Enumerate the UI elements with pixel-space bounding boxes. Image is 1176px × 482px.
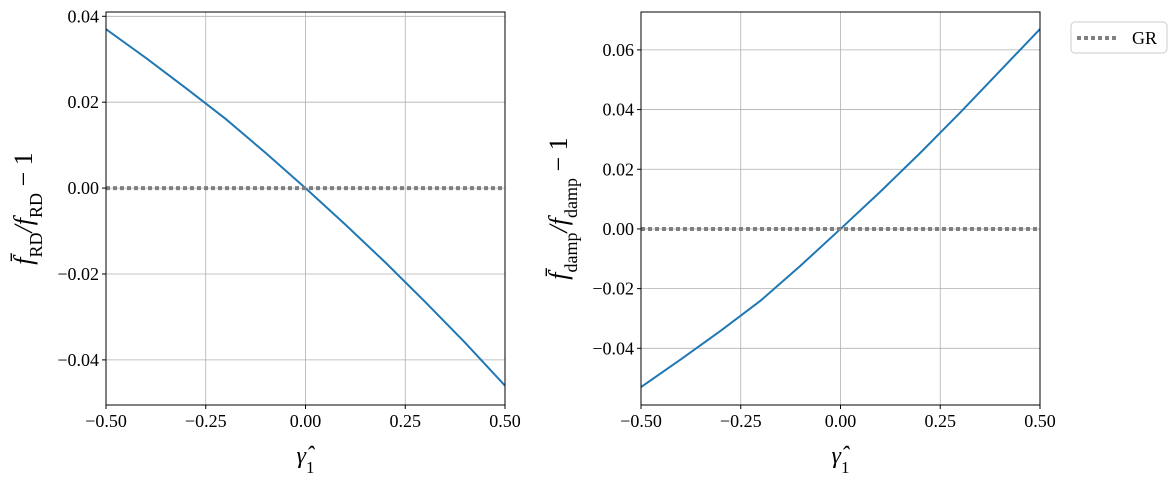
y-label-part: /f xyxy=(544,214,573,234)
x-axis-label: γ̂1 xyxy=(297,443,315,477)
y-axis-label: f̄RD/fRD − 1 xyxy=(9,152,46,264)
y-tick-label: −0.04 xyxy=(592,338,634,358)
x-tick-label: −0.50 xyxy=(620,411,662,431)
axes-frame xyxy=(105,11,506,406)
x-tick-label: 0.25 xyxy=(390,411,422,431)
y-tick-label: 0.02 xyxy=(603,159,635,179)
y-label-part: RD xyxy=(26,193,46,218)
x-tick-label: −0.25 xyxy=(185,411,227,431)
y-tick-label: −0.02 xyxy=(592,279,634,299)
x-tick-label: 0.00 xyxy=(825,411,857,431)
y-label-part: damp xyxy=(561,178,581,218)
x-label-part: 1 xyxy=(306,458,315,477)
x-label-part: 1 xyxy=(841,458,850,477)
x-tick-label: 0.00 xyxy=(290,411,322,431)
y-tick-label: 0.06 xyxy=(603,40,635,60)
y-tick-label: −0.02 xyxy=(57,264,99,284)
y-label-part: damp xyxy=(561,232,581,272)
legend-label: GR xyxy=(1132,28,1157,48)
x-tick-label: 0.50 xyxy=(489,411,521,431)
y-tick-label: 0.00 xyxy=(603,219,635,239)
x-tick-label: −0.25 xyxy=(720,411,762,431)
y-tick-label: −0.04 xyxy=(57,350,99,370)
y-tick-label: 0.04 xyxy=(68,6,100,26)
x-tick-label: 0.50 xyxy=(1024,411,1056,431)
y-label-part: − 1 xyxy=(544,137,573,178)
axes-frame xyxy=(640,11,1041,406)
x-axis-label: γ̂1 xyxy=(832,443,850,477)
legend-box xyxy=(1070,21,1168,54)
y-label-part: /f xyxy=(9,214,38,234)
y-tick-label: 0.04 xyxy=(603,100,635,120)
x-tick-label: −0.50 xyxy=(85,411,127,431)
y-axis-label: f̄damp/fdamp − 1 xyxy=(544,137,581,279)
y-label-part: RD xyxy=(26,232,46,257)
y-tick-label: 0.02 xyxy=(68,92,100,112)
y-label-part: − 1 xyxy=(9,152,38,193)
x-tick-label: 0.25 xyxy=(925,411,957,431)
y-tick-label: 0.00 xyxy=(68,178,100,198)
